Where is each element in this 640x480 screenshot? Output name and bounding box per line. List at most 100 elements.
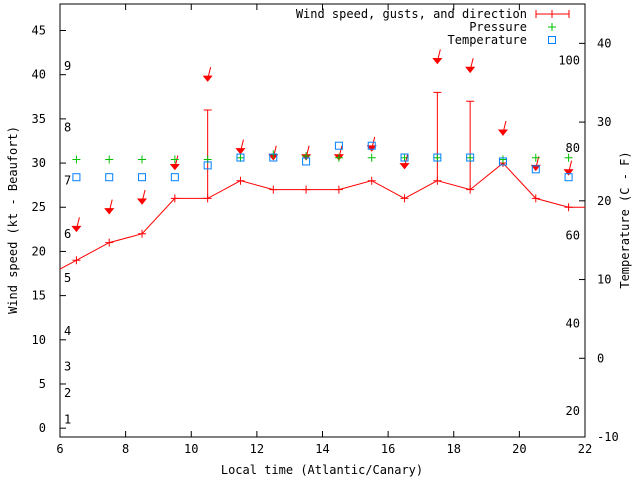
wind-direction-arrow-head — [136, 198, 148, 205]
wind-gust-bar — [466, 100, 475, 190]
temperature-point — [400, 153, 409, 162]
wind-gust-bar — [433, 91, 442, 181]
pressure-point — [170, 155, 179, 164]
wind-speed-point — [400, 194, 409, 203]
pressure-point — [564, 153, 573, 162]
y-tick-label-left: 5 — [39, 377, 46, 391]
beaufort-label: 1 — [64, 412, 71, 426]
beaufort-label: 9 — [64, 59, 71, 73]
wind-direction-arrow-head — [202, 75, 213, 82]
beaufort-label: 8 — [64, 121, 71, 135]
pressure-point — [498, 155, 507, 164]
x-tick-label: 20 — [512, 442, 526, 456]
wind-speed-point — [72, 256, 81, 265]
pressure-point — [367, 153, 376, 162]
wind-speed-line — [59, 162, 585, 270]
wind-speed-point — [302, 185, 311, 194]
pressure-point — [400, 153, 409, 162]
legend-samples — [535, 10, 570, 44]
fahrenheit-label: 40 — [566, 317, 580, 331]
temperature-point — [302, 157, 311, 166]
wind-direction-arrow-head — [104, 208, 115, 215]
y-tick-label-right: 30 — [597, 115, 611, 129]
x-tick-label: 16 — [381, 442, 395, 456]
legend-sample-wind — [535, 10, 570, 18]
y-tick-label-left: 25 — [32, 200, 46, 214]
wind-direction-arrow-head — [71, 225, 82, 233]
x-tick-label: 8 — [122, 442, 129, 456]
x-tick-label: 22 — [578, 442, 592, 456]
temperature-point — [433, 153, 442, 162]
x-tick-label: 12 — [250, 442, 264, 456]
pressure-point — [105, 155, 114, 164]
fahrenheit-label: 60 — [566, 228, 580, 242]
pressure-point — [334, 153, 343, 162]
y-tick-label-right: 40 — [597, 36, 611, 50]
pressure-point — [138, 155, 147, 164]
temperature-point — [105, 173, 114, 182]
beaufort-label: 5 — [64, 271, 71, 285]
axis-ticks — [59, 4, 586, 438]
legend-label-pressure: Pressure — [469, 20, 527, 34]
plot-frame — [59, 3, 586, 438]
beaufort-label: 4 — [64, 324, 71, 338]
temperature-point — [334, 141, 343, 150]
pressure-point — [236, 153, 245, 162]
temperature-point — [203, 161, 212, 170]
y-tick-label-left: 20 — [32, 244, 46, 258]
legend-sample-temperature — [548, 36, 556, 44]
x-tick-label: 18 — [447, 442, 461, 456]
wind-speed-point — [334, 185, 343, 194]
wind-direction-arrow-head — [399, 163, 410, 170]
temperature-point — [531, 165, 540, 174]
temperature-point — [466, 153, 475, 162]
wind-direction-arrow-head — [235, 148, 246, 155]
temperature-point — [72, 173, 81, 182]
pressure-point — [433, 153, 442, 162]
wind-speed-point — [105, 238, 114, 247]
wind-speed-point — [236, 176, 245, 185]
beaufort-label: 6 — [64, 227, 71, 241]
wind-direction-arrow-head — [497, 129, 509, 136]
wind-speed-point — [138, 229, 147, 238]
wind-speed-point — [367, 176, 376, 185]
y-tick-label-left: 35 — [32, 112, 46, 126]
pressure-point — [466, 153, 475, 162]
y-tick-label-right: 0 — [597, 351, 604, 365]
series-layer — [59, 49, 585, 270]
x-tick-label: 10 — [184, 442, 198, 456]
temperature-point — [170, 173, 179, 182]
pressure-point — [72, 155, 81, 164]
wind-direction-arrow-head — [169, 163, 180, 171]
legend-label-temperature: Temperature — [448, 33, 527, 47]
wind-direction-arrow-head — [465, 66, 476, 74]
wind-speed-point — [531, 194, 540, 203]
y-tick-label-right: -10 — [597, 430, 619, 444]
legend: Wind speed, gusts, and direction Pressur… — [296, 7, 570, 47]
temperature-point — [269, 153, 278, 162]
temperature-point — [236, 153, 245, 162]
wind-speed-point — [564, 203, 573, 212]
legend-label-wind: Wind speed, gusts, and direction — [296, 7, 527, 21]
wind-direction-arrow-head — [366, 145, 377, 152]
y-tick-label-left: 10 — [32, 333, 46, 347]
temperature-point — [498, 157, 507, 166]
wind-speed-point — [170, 194, 179, 203]
wind-direction-arrow-head — [563, 169, 574, 176]
fahrenheit-label: 80 — [566, 141, 580, 155]
y-axis-label-right: Temperature (C - F) — [618, 151, 632, 288]
temperature-point — [367, 141, 376, 150]
y-tick-label-left: 15 — [32, 289, 46, 303]
y-tick-label-left: 0 — [39, 421, 46, 435]
x-tick-label: 6 — [56, 442, 63, 456]
temperature-point — [564, 173, 573, 182]
tick-labels: 6 8 10 12 14 16 18 20 22051015202530354045-10010… — [32, 24, 619, 456]
fahrenheit-label: 100 — [558, 54, 580, 68]
wind-gust-bar — [203, 109, 212, 199]
x-axis-label: Local time (Atlantic/Canary) — [221, 463, 423, 477]
beaufort-label: 3 — [64, 359, 71, 373]
y-tick-label-left: 45 — [32, 24, 46, 38]
beaufort-label: 7 — [64, 174, 71, 188]
wind-direction-arrow-head — [432, 57, 443, 65]
